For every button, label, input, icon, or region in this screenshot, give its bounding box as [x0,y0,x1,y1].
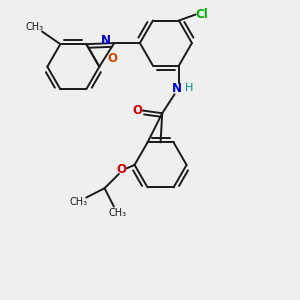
Text: CH₃: CH₃ [70,196,88,207]
Text: Cl: Cl [195,8,208,21]
Text: N: N [172,82,182,95]
Text: CH₃: CH₃ [109,208,127,218]
Text: O: O [132,104,142,117]
Text: N: N [101,34,111,47]
Text: H: H [185,83,193,93]
Text: O: O [116,164,126,176]
Text: O: O [108,52,118,65]
Text: CH₃: CH₃ [26,22,44,32]
